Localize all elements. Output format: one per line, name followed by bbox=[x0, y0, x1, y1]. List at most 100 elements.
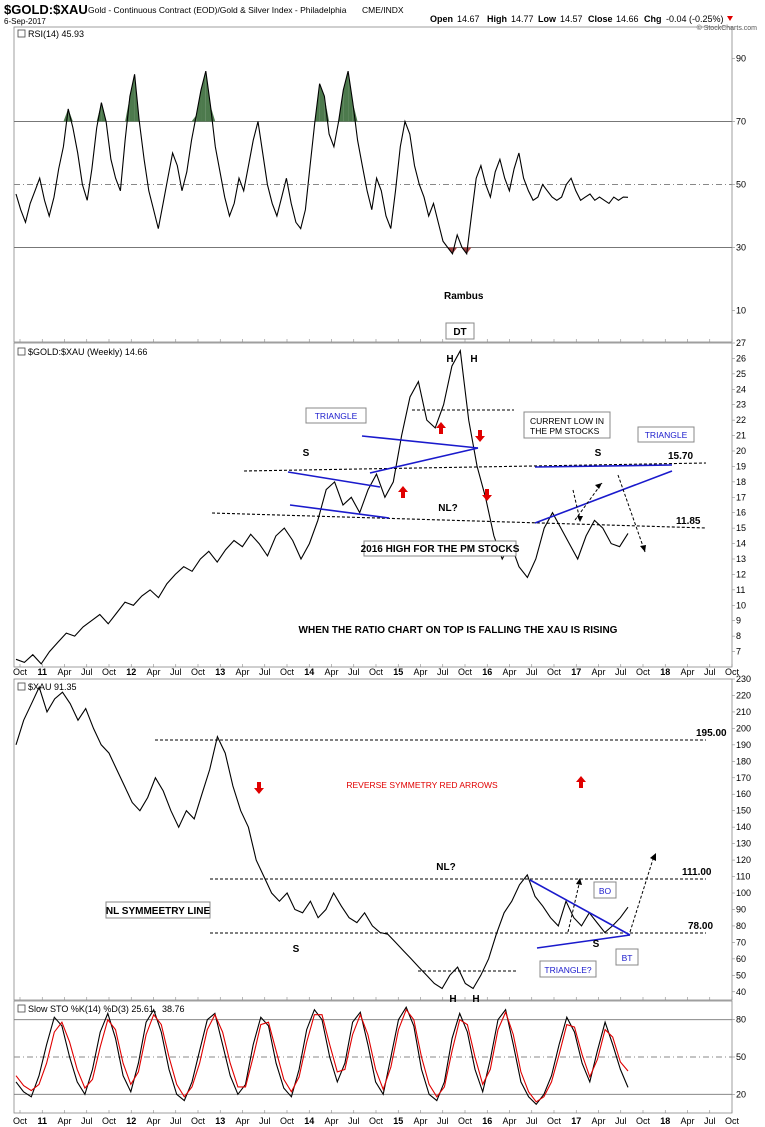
mid-x-tick-label: Apr bbox=[57, 667, 71, 677]
bo-label: BO bbox=[599, 886, 612, 896]
mid-x-tick-label: Oct bbox=[458, 667, 473, 677]
mid-x-tick-label: Apr bbox=[591, 667, 605, 677]
mid-x-tick-label: Oct bbox=[547, 667, 562, 677]
xau-y-tick-label: 80 bbox=[736, 921, 746, 931]
bottom-x-tick-label: Jul bbox=[526, 1116, 538, 1126]
bt-label: BT bbox=[622, 953, 633, 963]
xau-h-right: H bbox=[472, 994, 479, 1005]
xau-arrow-long-head bbox=[650, 853, 656, 861]
level-15-70: 15.70 bbox=[668, 451, 693, 462]
xau-triangle-label: TRIANGLE? bbox=[544, 965, 592, 975]
high-value: 14.77 bbox=[511, 14, 534, 24]
bottom-x-tick-label: Apr bbox=[235, 1116, 249, 1126]
ratio-y-tick-label: 16 bbox=[736, 508, 746, 518]
bottom-x-tick-label: Jul bbox=[437, 1116, 449, 1126]
bottom-x-tick-label: Jul bbox=[348, 1116, 360, 1126]
xau-red-arrow-up bbox=[576, 776, 586, 788]
rsi-legend: RSI(14) 45.93 bbox=[28, 29, 84, 39]
xau-y-tick-label: 110 bbox=[736, 872, 750, 882]
mid-x-tick-label: 18 bbox=[660, 667, 670, 677]
mid-x-tick-label: Oct bbox=[369, 667, 384, 677]
mid-x-tick-label: 15 bbox=[393, 667, 403, 677]
xau-y-tick-label: 40 bbox=[736, 987, 746, 997]
level-111: 111.00 bbox=[682, 867, 712, 878]
ratio-s-right: S bbox=[595, 448, 602, 459]
stochastic-y-tick-label: 50 bbox=[736, 1052, 746, 1062]
xau-y-tick-label: 170 bbox=[736, 773, 751, 783]
mid-x-tick-label: 11 bbox=[37, 667, 47, 677]
bottom-x-tick-label: Apr bbox=[413, 1116, 427, 1126]
bottom-x-tick-label: 15 bbox=[393, 1116, 403, 1126]
xau-y-tick-label: 90 bbox=[736, 904, 746, 914]
xau-y-tick-label: 70 bbox=[736, 937, 746, 947]
red-arrow-up-2 bbox=[398, 486, 408, 498]
bottom-x-tick-label: 16 bbox=[482, 1116, 492, 1126]
ratio-y-tick-label: 27 bbox=[736, 338, 746, 348]
rsi-line bbox=[15, 70, 629, 256]
sto-legend-d: 38.76 bbox=[162, 1004, 185, 1014]
ratio-caption: WHEN THE RATIO CHART ON TOP IS FALLING T… bbox=[299, 625, 618, 636]
xau-y-tick-label: 210 bbox=[736, 707, 751, 717]
xau-y-tick-label: 130 bbox=[736, 839, 751, 849]
bottom-x-tick-label: Oct bbox=[191, 1116, 206, 1126]
xau-arrow-long-path bbox=[629, 855, 655, 933]
rsi-zone-fill bbox=[466, 247, 472, 254]
high-2016-callout bbox=[363, 540, 517, 557]
mid-x-tick-label: Jul bbox=[615, 667, 627, 677]
ratio-y-tick-label: 11 bbox=[736, 585, 745, 595]
high-2016-label: 2016 HIGH FOR THE PM STOCKS bbox=[361, 544, 520, 555]
arrow-head-small bbox=[577, 516, 583, 522]
xau-y-tick-label: 180 bbox=[736, 756, 751, 766]
rsi-y-tick-label: 30 bbox=[736, 243, 746, 253]
mid-x-tick-label: Apr bbox=[146, 667, 160, 677]
red-arrow-down-1 bbox=[475, 430, 485, 442]
ratio-h-right: H bbox=[470, 354, 477, 365]
arrow-path-down bbox=[617, 474, 646, 553]
arrow-path-up bbox=[574, 482, 603, 521]
ratio-y-tick-label: 21 bbox=[736, 431, 746, 441]
xau-arrow-up-path bbox=[567, 879, 581, 933]
down-arrow-icon bbox=[727, 16, 733, 21]
triangle-label-1: TRIANGLE bbox=[315, 411, 358, 421]
bottom-x-tick-label: Oct bbox=[102, 1116, 117, 1126]
series-layer bbox=[15, 70, 629, 1106]
ratio-s-left: S bbox=[303, 448, 310, 459]
rsi-y-tick-label: 90 bbox=[736, 54, 746, 64]
xau-price-line bbox=[15, 685, 629, 990]
mid-x-tick-label: Apr bbox=[502, 667, 516, 677]
open-value: 14.67 bbox=[457, 14, 480, 24]
tick-labels-layer: Oct Oct 11 11 Apr Apr Jul Jul Oct Oct 12 12 Apr Apr Ju… bbox=[13, 54, 751, 1127]
triangle-callout-2 bbox=[637, 426, 695, 443]
neckline-15-70 bbox=[243, 462, 707, 472]
grid-layer bbox=[14, 58, 735, 1113]
bottom-x-tick-label: Oct bbox=[636, 1116, 651, 1126]
ratio-y-tick-label: 18 bbox=[736, 477, 746, 487]
mid-x-tick-label: Oct bbox=[13, 667, 28, 677]
panel-legends: RSI(14) 45.93 $GOLD:$XAU (Weekly) 14.66 … bbox=[17, 29, 185, 1014]
watermark: © StockCharts.com bbox=[697, 24, 758, 32]
xau-y-tick-label: 160 bbox=[736, 789, 751, 799]
bottom-x-tick-label: Apr bbox=[324, 1116, 338, 1126]
rsi-y-tick-label: 50 bbox=[736, 180, 746, 190]
xau-nl-label: NL? bbox=[436, 862, 455, 873]
current-low-line2: THE PM STOCKS bbox=[530, 426, 600, 436]
high-label: High bbox=[487, 14, 507, 24]
bt-callout bbox=[615, 948, 639, 966]
exchange-label: CME/INDX bbox=[362, 5, 404, 15]
bottom-x-tick-label: 13 bbox=[215, 1116, 225, 1126]
low-value: 14.57 bbox=[560, 14, 583, 24]
ratio-y-tick-label: 24 bbox=[736, 384, 746, 394]
xau-s-left: S bbox=[293, 944, 300, 955]
stochastic-y-tick-label: 20 bbox=[736, 1089, 746, 1099]
triangle3-lower bbox=[534, 470, 673, 524]
bottom-x-tick-label: Oct bbox=[547, 1116, 562, 1126]
level-195: 195.00 bbox=[696, 728, 727, 739]
mid-x-tick-label: 17 bbox=[571, 667, 581, 677]
ratio-y-tick-label: 15 bbox=[736, 523, 746, 533]
symbol-title: $GOLD:$XAU bbox=[4, 2, 88, 17]
symbol-description: Gold - Continuous Contract (EOD)/Gold & … bbox=[88, 5, 347, 15]
rsi-zone-fill bbox=[352, 102, 358, 122]
rsi-zone-fill bbox=[129, 74, 135, 122]
xau-legend-swatch bbox=[17, 682, 26, 691]
